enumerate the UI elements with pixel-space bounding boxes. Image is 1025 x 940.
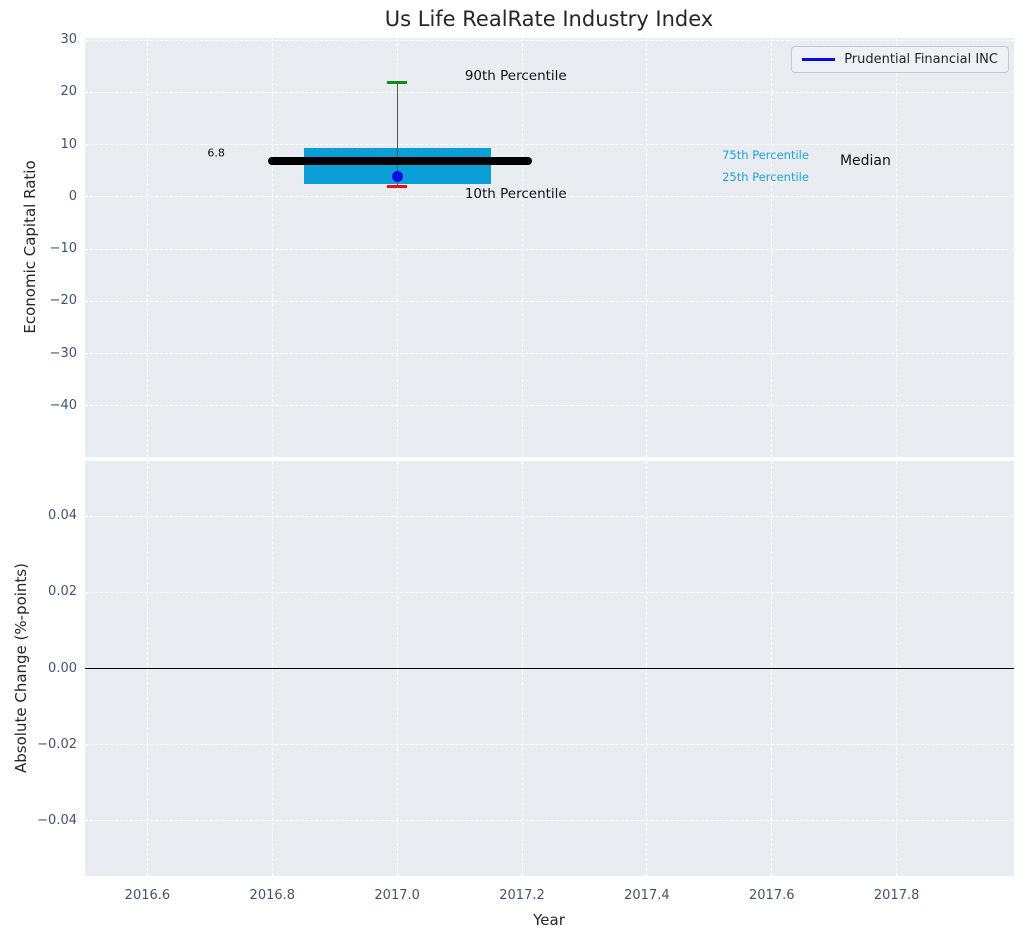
legend: Prudential Financial INC xyxy=(791,46,1009,73)
y-tick-label: 30 xyxy=(60,32,77,48)
y-gridline xyxy=(85,196,1014,198)
y-gridline xyxy=(85,744,1014,746)
p10-cap xyxy=(387,185,408,189)
y-gridline xyxy=(85,144,1014,146)
x-gridline xyxy=(396,38,398,457)
p90-cap xyxy=(387,81,408,85)
x-axis-label: Year xyxy=(533,911,565,929)
chart-title: Us Life RealRate Industry Index xyxy=(384,7,714,31)
x-tick-label: 2017.0 xyxy=(374,888,420,903)
x-gridline xyxy=(896,38,898,457)
zero-line xyxy=(85,667,1014,670)
x-gridline xyxy=(771,38,773,457)
annotation-median-value: 6.8 xyxy=(207,146,225,160)
y-tick-label: −20 xyxy=(49,293,77,309)
company-dot xyxy=(391,170,403,182)
y-tick-label: 0.00 xyxy=(48,660,77,676)
y-gridline xyxy=(85,353,1014,355)
y-tick-label: 0 xyxy=(68,188,77,204)
annotation-median-label: Median xyxy=(839,152,891,169)
y-gridline xyxy=(85,300,1014,302)
y-tick-label: −0.04 xyxy=(37,812,77,828)
x-tick-label: 2016.8 xyxy=(249,888,296,903)
y-tick-label: −40 xyxy=(49,397,77,413)
y-gridline xyxy=(85,515,1014,517)
y-gridline xyxy=(85,591,1014,593)
y-tick-label: −30 xyxy=(49,345,77,361)
bottom-axes xyxy=(85,461,1014,876)
whisker-line xyxy=(396,82,398,187)
annotation-p10-label: 10th Percentile xyxy=(464,185,567,202)
top-axes: Prudential Financial INC 90th Percentile… xyxy=(85,38,1014,457)
annotation-p75-label: 75th Percentile xyxy=(722,148,809,163)
x-tick-label: 2016.6 xyxy=(124,888,171,903)
y-gridline xyxy=(85,248,1014,250)
legend-line-sample xyxy=(802,58,836,61)
y-tick-label: 0.02 xyxy=(48,584,77,600)
x-gridline xyxy=(521,38,523,457)
legend-label: Prudential Financial INC xyxy=(844,52,998,67)
x-tick-label: 2017.2 xyxy=(499,888,545,903)
median-line xyxy=(268,157,533,166)
x-tick-label: 2017.4 xyxy=(624,888,670,903)
y-gridline xyxy=(85,39,1014,41)
y-tick-label: −10 xyxy=(49,241,77,257)
annotation-p25-label: 25th Percentile xyxy=(722,169,809,184)
y-tick-label: −0.02 xyxy=(37,736,77,752)
x-tick-label: 2017.6 xyxy=(749,888,795,903)
y-tick-label: 10 xyxy=(60,136,77,152)
x-gridline xyxy=(646,38,648,457)
annotation-p90-label: 90th Percentile xyxy=(464,68,567,85)
y-tick-label: 0.04 xyxy=(48,508,77,524)
y-gridline xyxy=(85,91,1014,93)
x-gridline xyxy=(271,38,273,457)
x-tick-label: 2017.8 xyxy=(873,888,920,903)
x-gridline xyxy=(146,38,148,457)
y-tick-label: 20 xyxy=(60,84,77,100)
y-gridline xyxy=(85,820,1014,822)
y-gridline xyxy=(85,405,1014,407)
